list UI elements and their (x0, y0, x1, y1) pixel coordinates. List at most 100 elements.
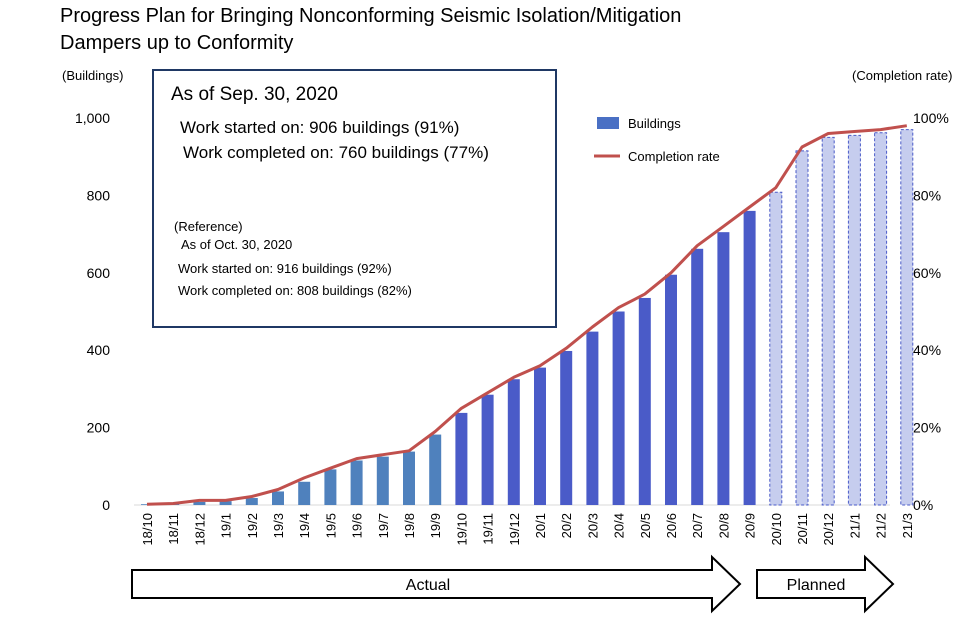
bar (193, 501, 206, 505)
x-tick-label: 20/4 (612, 513, 627, 538)
y-axis-left-ticks: 0 200 400 600 800 1,000 (75, 110, 110, 513)
x-tick-label: 20/9 (743, 513, 758, 538)
actual-phase-arrow: Actual (131, 554, 742, 614)
bar (665, 274, 677, 505)
bar (586, 331, 599, 505)
x-tick-label: 19/6 (350, 513, 365, 538)
bar (324, 469, 337, 505)
y-right-tick-label: 0% (913, 497, 933, 513)
bar (350, 460, 363, 505)
bar (743, 210, 756, 505)
planned-arrow-shape (756, 554, 895, 614)
x-tick-label: 19/2 (245, 513, 260, 538)
y-right-tick-label: 20% (913, 420, 941, 436)
x-tick-label: 20/2 (559, 513, 574, 538)
x-tick-label: 20/11 (795, 513, 810, 545)
bar (245, 498, 258, 505)
x-tick-label: 19/8 (402, 513, 417, 538)
y-left-tick-label: 400 (87, 342, 111, 358)
y-right-tick-label: 40% (913, 342, 941, 358)
bar (141, 504, 153, 505)
chart-title-line2: Dampers up to Conformity (60, 32, 293, 54)
bar (612, 311, 625, 505)
y-left-tick-label: 600 (87, 265, 111, 281)
y-left-tick-label: 200 (87, 420, 111, 436)
bar (717, 232, 730, 506)
y-left-tick-label: 0 (102, 497, 110, 513)
x-tick-label: 18/10 (140, 513, 155, 546)
bar (874, 132, 888, 506)
x-tick-label: 19/9 (428, 513, 443, 538)
x-tick-label: 20/3 (585, 513, 600, 538)
y-left-tick-label: 1,000 (75, 110, 110, 126)
bar (376, 456, 389, 505)
bar (272, 491, 284, 505)
bar (534, 367, 546, 505)
bar (429, 434, 442, 505)
info-box-ref-line1: Work started on: 916 buildings (92%) (178, 261, 392, 276)
bar (507, 379, 520, 505)
chart-title-line1: Progress Plan for Bringing Nonconforming… (60, 5, 681, 27)
y-right-tick-label: 60% (913, 265, 941, 281)
y-axis-left-label: (Buildings) (62, 68, 123, 83)
x-tick-label: 20/7 (690, 513, 705, 538)
bar (900, 129, 914, 506)
x-tick-label: 19/5 (323, 513, 338, 538)
bar (638, 297, 651, 505)
bar (769, 191, 783, 506)
bar (691, 248, 704, 505)
bar-series (141, 129, 914, 506)
info-box-ref-date: As of Oct. 30, 2020 (181, 237, 292, 252)
legend-bars-swatch (597, 117, 619, 129)
x-tick-label: 19/3 (271, 513, 286, 538)
info-box-heading: As of Sep. 30, 2020 (171, 84, 338, 105)
x-tick-label: 20/8 (716, 513, 731, 538)
x-tick-label: 18/12 (192, 513, 207, 546)
info-box-ref-label: (Reference) (174, 219, 243, 234)
x-tick-label: 18/11 (166, 513, 181, 545)
x-tick-label: 21/2 (874, 513, 889, 538)
y-right-tick-label: 80% (913, 187, 941, 203)
legend-bars-label: Buildings (628, 116, 681, 131)
info-box-line2: Work completed on: 760 buildings (77%) (183, 143, 489, 162)
x-tick-label: 20/1 (533, 513, 548, 538)
x-tick-label: 19/12 (507, 513, 522, 546)
bar (298, 481, 311, 505)
x-tick-label: 19/10 (454, 513, 469, 546)
planned-phase-arrow: Planned (756, 554, 895, 614)
x-tick-label: 21/3 (900, 513, 915, 538)
actual-arrow-shape (131, 554, 742, 614)
info-box-ref-line2: Work completed on: 808 buildings (82%) (178, 283, 412, 298)
y-left-tick-label: 800 (87, 187, 111, 203)
bar (847, 134, 861, 506)
info-box: As of Sep. 30, 2020 Work started on: 906… (152, 69, 557, 328)
planned-arrow-label: Planned (787, 577, 846, 594)
y-axis-right-label: (Completion rate) (852, 68, 952, 83)
bar (481, 394, 494, 505)
bar (560, 350, 573, 505)
y-axis-right-ticks: 0% 20% 40% 60% 80% 100% (913, 110, 949, 513)
x-tick-label: 20/12 (821, 513, 836, 546)
legend-line-label: Completion rate (628, 149, 720, 164)
actual-arrow-label: Actual (406, 577, 450, 594)
x-axis-ticks: 18/10 18/11 18/12 19/1 19/2 19/3 19/4 19/5 19/6 1… (140, 513, 915, 546)
info-box-frame (152, 69, 557, 328)
y-right-tick-label: 100% (913, 110, 949, 126)
completion-rate-line (146, 124, 908, 506)
x-tick-label: 20/6 (664, 513, 679, 538)
x-tick-label: 19/4 (297, 513, 312, 538)
info-box-line1: Work started on: 906 buildings (91%) (180, 118, 459, 137)
x-tick-label: 20/5 (638, 513, 653, 538)
bar (403, 451, 415, 505)
x-tick-label: 19/11 (481, 513, 496, 545)
legend: Buildings Completion rate (594, 116, 720, 164)
bar (821, 136, 835, 506)
x-tick-label: 19/7 (376, 513, 391, 538)
bar (455, 412, 468, 505)
bar (219, 501, 232, 505)
x-tick-label: 19/1 (219, 513, 234, 538)
bar (795, 150, 809, 506)
x-tick-label: 20/10 (769, 513, 784, 546)
x-tick-label: 21/1 (847, 513, 862, 538)
